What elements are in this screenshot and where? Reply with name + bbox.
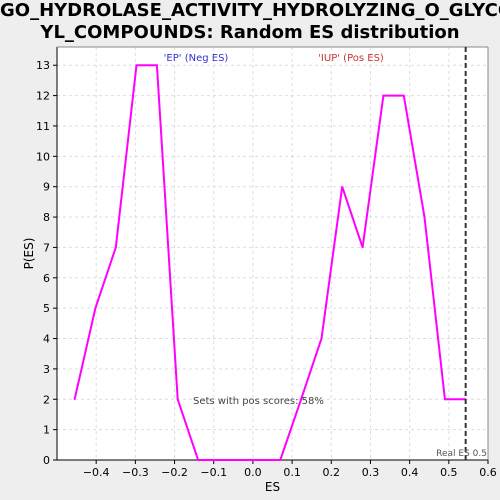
y-tick-label: 12 (36, 90, 50, 103)
pos-scores-annotation: Sets with pos scores: 58% (193, 396, 324, 407)
data-point (382, 94, 385, 97)
data-point (238, 459, 240, 461)
chart-title-line-2: YL_COMPOUNDS: Random ES distribution (40, 22, 460, 43)
data-point (135, 64, 138, 67)
x-tick-label: 0.5 (440, 466, 458, 479)
y-tick-label: 10 (36, 150, 50, 163)
x-tick-label: 0.1 (283, 466, 301, 479)
y-tick-label: 6 (43, 272, 50, 285)
data-point (320, 337, 323, 340)
plot-background (57, 47, 488, 460)
x-axis-label: ES (265, 480, 280, 494)
y-tick-label: 2 (43, 393, 50, 406)
data-point (361, 246, 364, 249)
data-point (156, 64, 158, 67)
y-tick-label: 9 (43, 181, 50, 194)
real-es-label: Real ES 0.5 (436, 449, 487, 459)
x-tick-label: −0.2 (161, 466, 188, 479)
series-line (73, 64, 466, 461)
data-point (402, 94, 405, 97)
data-point (94, 307, 97, 309)
data-point (341, 185, 344, 188)
x-tick-label: 0.2 (323, 466, 341, 479)
data-point (279, 459, 282, 461)
y-tick-label: 8 (43, 211, 50, 224)
x-tick-label: 0.4 (401, 466, 419, 479)
y-tick-label: 13 (36, 59, 50, 72)
y-tick-label: 3 (43, 363, 50, 376)
pos-es-label: 'IUP' (Pos ES) (318, 53, 384, 64)
y-tick-label: 4 (43, 333, 50, 346)
data-point (73, 398, 76, 401)
x-tick-label: 0.3 (362, 466, 380, 479)
data-point (197, 459, 199, 461)
x-tick-label: 0.6 (479, 466, 497, 479)
x-tick-label: −0.3 (122, 466, 149, 479)
data-point (444, 398, 446, 401)
data-point (176, 398, 179, 401)
y-tick-label: 7 (43, 241, 50, 254)
data-point (114, 246, 117, 249)
data-point (423, 216, 426, 218)
data-point (300, 398, 302, 401)
neg-es-label: 'EP' (Neg ES) (164, 53, 229, 64)
chart-title: GO_HYDROLASE_ACTIVITY_HYDROLYZING_O_GLYC… (0, 0, 500, 44)
x-tick-label: −0.4 (83, 466, 110, 479)
data-point (218, 459, 220, 461)
y-axis-label: P(ES) (22, 238, 36, 270)
x-tick-label: −0.1 (200, 466, 227, 479)
y-tick-label: 5 (43, 302, 50, 315)
x-tick-label: 0.0 (244, 466, 262, 479)
y-tick-label: 0 (43, 454, 50, 467)
y-tick-label: 1 (43, 424, 50, 437)
y-tick-label: 11 (36, 120, 50, 133)
data-point (259, 459, 261, 461)
chart-title-line-1: GO_HYDROLASE_ACTIVITY_HYDROLYZING_O_GLYC… (0, 0, 500, 21)
